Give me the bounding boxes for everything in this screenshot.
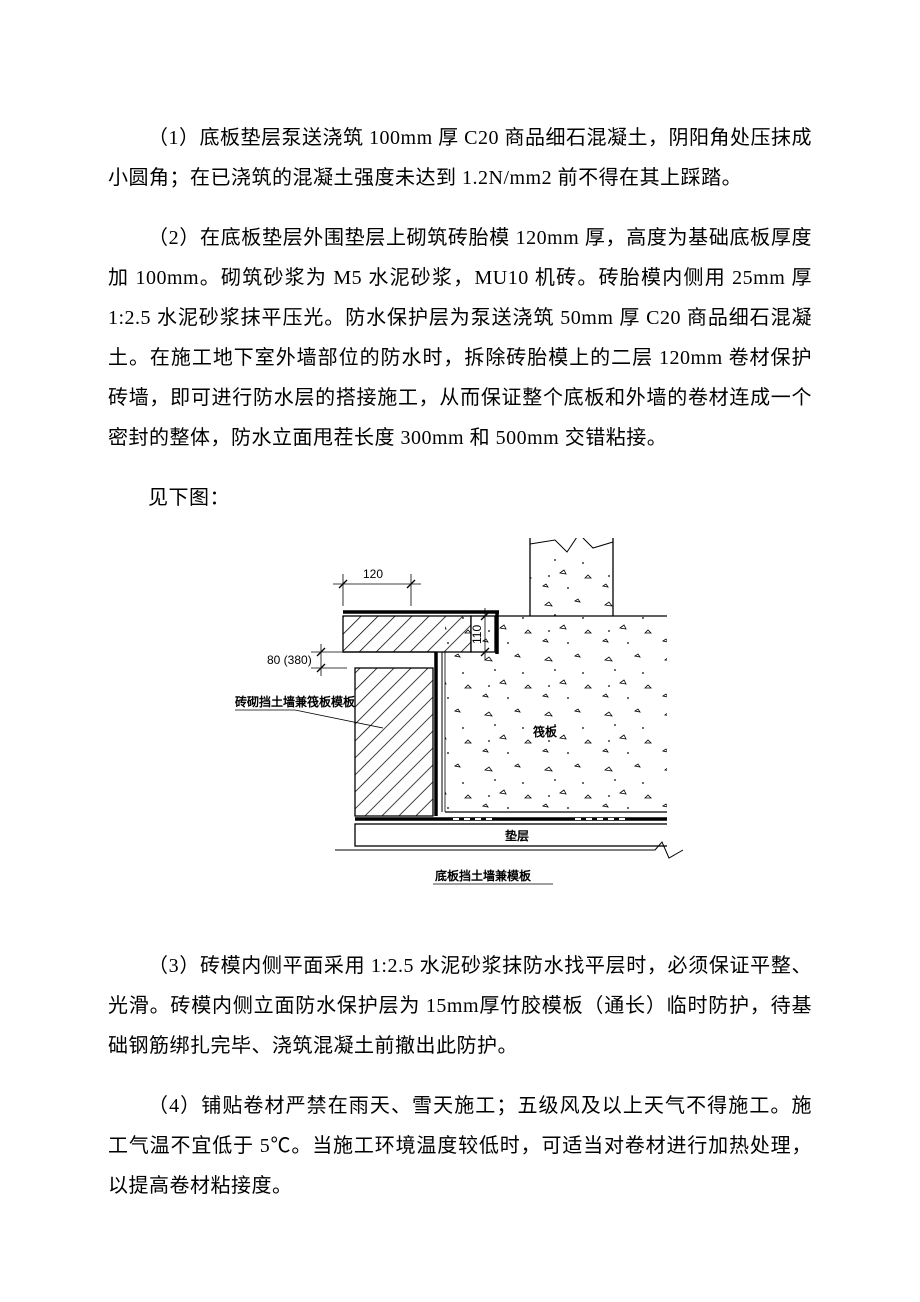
paragraph-5: （4）铺贴卷材严禁在雨天、雪天施工；五级风及以上天气不得施工。施工气温不宜低于 … bbox=[108, 1086, 812, 1206]
label-cushion: 垫层 bbox=[505, 828, 529, 843]
paragraph-2: （2）在底板垫层外围垫层上砌筑砖胎模 120mm 厚，高度为基础底板厚度加 10… bbox=[108, 218, 812, 458]
raft-slab-fill bbox=[445, 616, 670, 812]
dim-110-text: 110 bbox=[470, 625, 484, 644]
brick-wall-template bbox=[355, 668, 433, 816]
label-bottom-template: 底板挡土墙兼模板 bbox=[435, 868, 532, 883]
outer-wall bbox=[530, 538, 613, 616]
dim-120-text: 120 bbox=[363, 567, 383, 581]
label-brick-template-text: 砖砌挡土墙兼筏板模板 bbox=[235, 694, 356, 709]
paragraph-1: （1）底板垫层泵送浇筑 100mm 厚 C20 商品细石混凝土，阴阳角处压抹成小… bbox=[108, 118, 812, 198]
dimension-120: 120 bbox=[333, 567, 421, 606]
label-raft-slab: 筏板 bbox=[533, 724, 558, 739]
construction-detail-diagram: 120 110 80 (380) 砖砌挡土墙兼筏板模板 bbox=[235, 538, 685, 898]
paragraph-4: （3）砖模内侧平面采用 1:2.5 水泥砂浆抹防水找平层时，必须保证平整、光滑。… bbox=[108, 946, 812, 1066]
figure-container: 120 110 80 (380) 砖砌挡土墙兼筏板模板 bbox=[108, 538, 812, 898]
paragraph-3: 见下图： bbox=[108, 478, 812, 518]
dim-80-380-text: 80 (380) bbox=[267, 653, 312, 667]
